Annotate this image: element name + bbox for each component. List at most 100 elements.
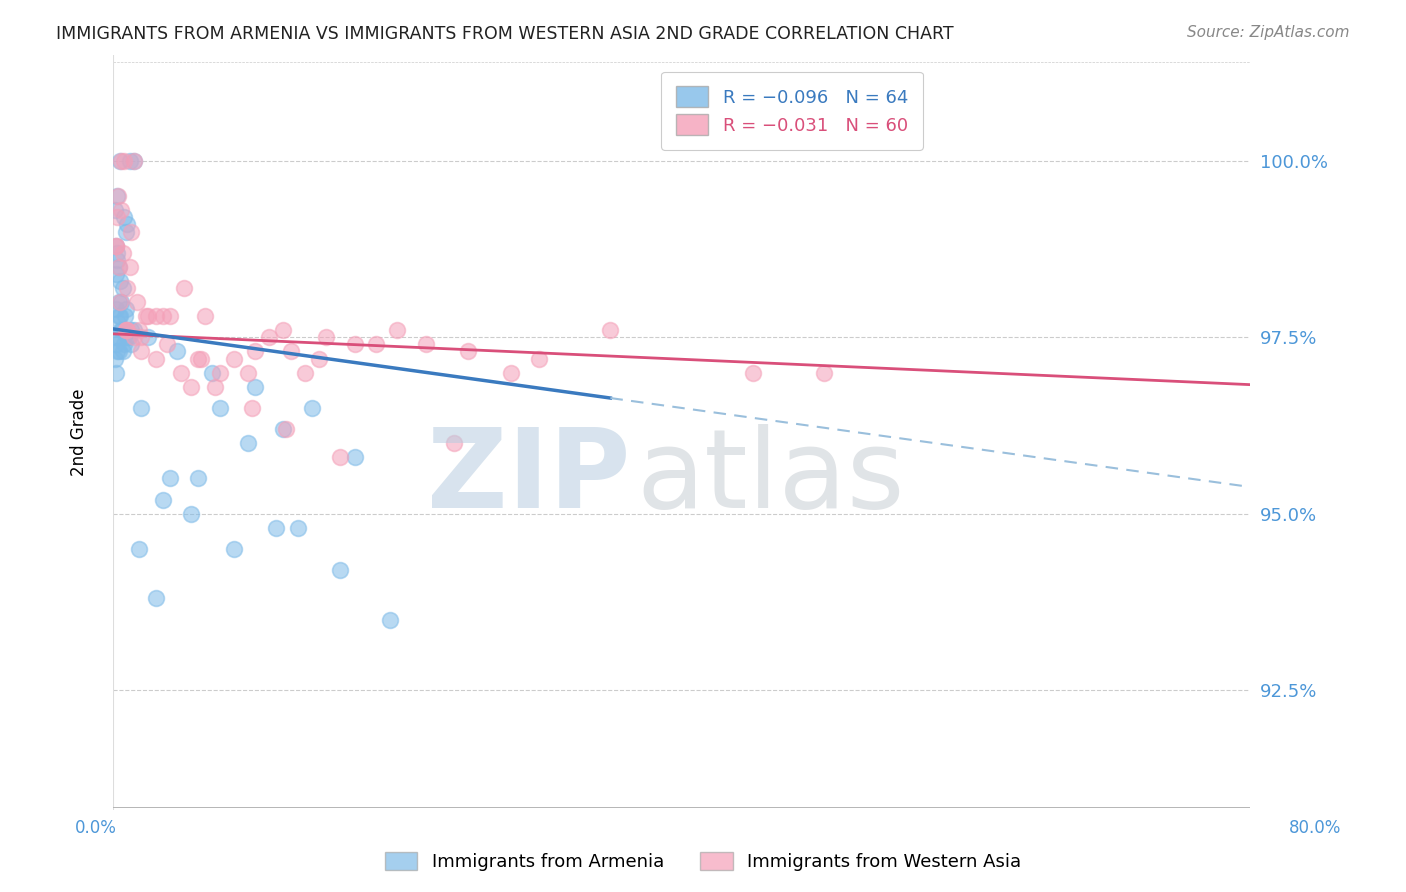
Point	[111, 323, 134, 337]
Point	[170, 366, 193, 380]
Point	[208, 401, 231, 415]
Point	[194, 309, 217, 323]
Point	[301, 401, 323, 415]
Point	[280, 344, 302, 359]
Point	[115, 302, 138, 317]
Point	[107, 260, 129, 274]
Point	[114, 323, 136, 337]
Point	[190, 351, 212, 366]
Point	[499, 366, 522, 380]
Point	[112, 337, 135, 351]
Point	[112, 153, 135, 168]
Legend: Immigrants from Armenia, Immigrants from Western Asia: Immigrants from Armenia, Immigrants from…	[378, 845, 1028, 879]
Point	[243, 344, 266, 359]
Point	[115, 330, 138, 344]
Point	[120, 337, 142, 351]
Point	[110, 203, 132, 218]
Text: Source: ZipAtlas.com: Source: ZipAtlas.com	[1187, 25, 1350, 40]
Point	[287, 521, 309, 535]
Point	[443, 436, 465, 450]
Point	[166, 344, 188, 359]
Point	[122, 153, 145, 168]
Point	[222, 351, 245, 366]
Point	[110, 323, 132, 337]
Point	[145, 309, 167, 323]
Point	[114, 309, 136, 323]
Point	[813, 366, 835, 380]
Point	[187, 351, 209, 366]
Point	[128, 542, 150, 557]
Point	[120, 225, 142, 239]
Point	[180, 380, 202, 394]
Point	[315, 330, 337, 344]
Point	[387, 323, 409, 337]
Point	[128, 323, 150, 337]
Point	[122, 153, 145, 168]
Point	[156, 337, 179, 351]
Point	[105, 238, 128, 252]
Point	[118, 330, 141, 344]
Point	[343, 450, 366, 465]
Text: IMMIGRANTS FROM ARMENIA VS IMMIGRANTS FROM WESTERN ASIA 2ND GRADE CORRELATION CH: IMMIGRANTS FROM ARMENIA VS IMMIGRANTS FR…	[56, 25, 953, 43]
Point	[110, 153, 132, 168]
Text: 2nd Grade: 2nd Grade	[70, 389, 87, 476]
Point	[138, 330, 160, 344]
Point	[187, 471, 209, 485]
Point	[110, 295, 132, 310]
Point	[105, 302, 128, 317]
Text: ZIP: ZIP	[427, 425, 630, 532]
Point	[114, 323, 136, 337]
Point	[108, 295, 131, 310]
Point	[120, 323, 142, 337]
Point	[111, 344, 134, 359]
Point	[104, 337, 127, 351]
Point	[105, 245, 128, 260]
Point	[204, 380, 226, 394]
Point	[159, 471, 181, 485]
Point	[118, 260, 141, 274]
Point	[111, 281, 134, 295]
Point	[105, 189, 128, 203]
Point	[105, 211, 128, 225]
Point	[107, 330, 129, 344]
Point	[131, 344, 153, 359]
Point	[208, 366, 231, 380]
Point	[364, 337, 387, 351]
Point	[457, 344, 479, 359]
Point	[138, 309, 160, 323]
Point	[107, 316, 129, 330]
Point	[236, 366, 259, 380]
Point	[236, 436, 259, 450]
Point	[599, 323, 621, 337]
Point	[105, 366, 128, 380]
Point	[107, 295, 129, 310]
Point	[222, 542, 245, 557]
Legend: R = −0.096   N = 64, R = −0.031   N = 60: R = −0.096 N = 64, R = −0.031 N = 60	[661, 71, 922, 150]
Point	[107, 189, 129, 203]
Point	[159, 309, 181, 323]
Text: 80.0%: 80.0%	[1288, 819, 1341, 837]
Point	[104, 238, 127, 252]
Point	[115, 281, 138, 295]
Point	[240, 401, 263, 415]
Point	[112, 211, 135, 225]
Point	[105, 344, 128, 359]
Point	[127, 295, 149, 310]
Point	[259, 330, 281, 344]
Point	[173, 281, 195, 295]
Point	[108, 309, 131, 323]
Point	[104, 238, 127, 252]
Point	[122, 330, 145, 344]
Point	[108, 274, 131, 288]
Point	[105, 252, 128, 267]
Point	[329, 563, 352, 577]
Point	[308, 351, 330, 366]
Point	[529, 351, 551, 366]
Point	[152, 309, 174, 323]
Point	[118, 153, 141, 168]
Point	[122, 323, 145, 337]
Point	[131, 330, 153, 344]
Point	[273, 323, 295, 337]
Point	[114, 225, 136, 239]
Point	[145, 591, 167, 606]
